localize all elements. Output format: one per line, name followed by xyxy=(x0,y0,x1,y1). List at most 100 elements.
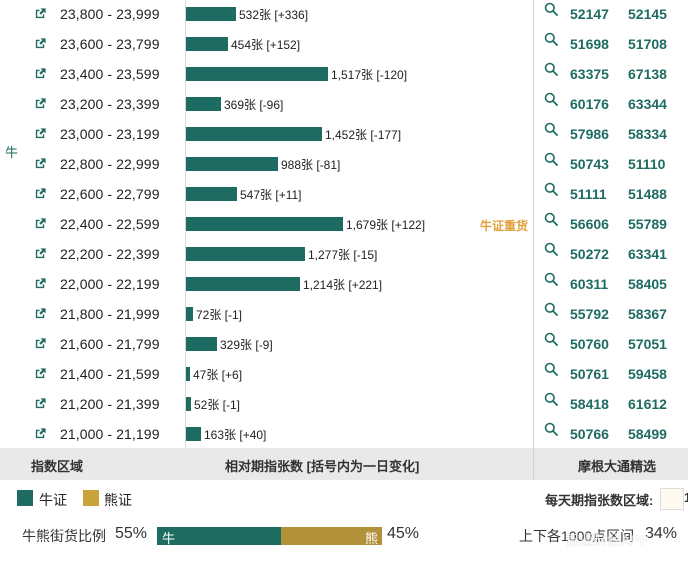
table-row: 21,600 - 21,799 329张 [-9] 50760 57051 xyxy=(0,330,688,360)
legend: 牛证 熊证 每天期指张数区域: 1 xyxy=(0,482,688,514)
range-label: 上下各1000点区间 xyxy=(519,528,635,544)
search-icon[interactable] xyxy=(544,392,558,406)
warrant-code-2[interactable]: 58367 xyxy=(628,306,667,322)
contract-count-label: 369张 [-96] xyxy=(224,98,284,112)
index-range: 21,200 - 21,399 xyxy=(60,396,160,412)
search-icon[interactable] xyxy=(544,92,558,106)
contract-count-bar xyxy=(186,277,300,291)
index-range: 23,400 - 23,599 xyxy=(60,66,160,82)
contract-count-label: 532张 [+336] xyxy=(239,8,309,22)
index-range: 22,200 - 22,399 xyxy=(60,246,160,262)
warrant-code-2[interactable]: 58499 xyxy=(628,426,667,442)
warrant-code-1[interactable]: 58418 xyxy=(570,396,609,412)
contract-count-label: 1,214张 [+221] xyxy=(303,278,383,292)
external-link-icon[interactable] xyxy=(34,187,47,200)
contract-count-label: 329张 [-9] xyxy=(220,338,273,352)
warrant-code-1[interactable]: 50766 xyxy=(570,426,609,442)
table-row: 22,400 - 22,599 1,679张 [+122] 牛证重货 56606 557… xyxy=(0,210,688,240)
external-link-icon[interactable] xyxy=(34,67,47,80)
external-link-icon[interactable] xyxy=(34,127,47,140)
header-contract-count: 相对期指张数 [括号内为一日变化] xyxy=(225,459,420,474)
contract-count-label: 72张 [-1] xyxy=(196,308,243,322)
external-link-icon[interactable] xyxy=(34,7,47,20)
external-link-icon[interactable] xyxy=(34,247,47,260)
warrant-code-2[interactable]: 58334 xyxy=(628,126,667,142)
search-icon[interactable] xyxy=(544,422,558,436)
warrant-code-2[interactable]: 58405 xyxy=(628,276,667,292)
search-icon[interactable] xyxy=(544,32,558,46)
warrant-code-1[interactable]: 55792 xyxy=(570,306,609,322)
search-icon[interactable] xyxy=(544,152,558,166)
search-icon[interactable] xyxy=(544,2,558,16)
contract-count-bar xyxy=(186,247,305,261)
warrant-code-2[interactable]: 59458 xyxy=(628,366,667,382)
index-range: 21,600 - 21,799 xyxy=(60,336,160,352)
warrant-code-1[interactable]: 51698 xyxy=(570,36,609,52)
warrant-code-2[interactable]: 51708 xyxy=(628,36,667,52)
heavy-position-tag: 牛证重货 xyxy=(480,219,529,233)
warrant-code-1[interactable]: 56606 xyxy=(570,216,609,232)
warrant-code-2[interactable]: 67138 xyxy=(628,66,667,82)
warrant-code-1[interactable]: 60311 xyxy=(570,276,609,292)
search-icon[interactable] xyxy=(544,182,558,196)
external-link-icon[interactable] xyxy=(34,37,47,50)
search-icon[interactable] xyxy=(544,212,558,226)
warrant-code-1[interactable]: 60176 xyxy=(570,96,609,112)
warrant-code-2[interactable]: 63341 xyxy=(628,246,667,262)
warrant-code-2[interactable]: 61612 xyxy=(628,396,667,412)
external-link-icon[interactable] xyxy=(34,157,47,170)
index-range: 21,400 - 21,599 xyxy=(60,366,160,382)
search-icon[interactable] xyxy=(544,62,558,76)
column-divider-left xyxy=(185,0,186,448)
bear-percentage: 45% xyxy=(387,525,420,542)
index-range: 23,800 - 23,999 xyxy=(60,6,160,22)
search-icon[interactable] xyxy=(544,272,558,286)
search-icon[interactable] xyxy=(544,302,558,316)
warrant-code-2[interactable]: 55789 xyxy=(628,216,667,232)
warrant-code-2[interactable]: 51488 xyxy=(628,186,667,202)
search-icon[interactable] xyxy=(544,122,558,136)
external-link-icon[interactable] xyxy=(34,277,47,290)
index-range: 23,000 - 23,199 xyxy=(60,126,160,142)
daily-range-selector[interactable] xyxy=(660,488,684,510)
warrant-code-2[interactable]: 52145 xyxy=(628,6,667,22)
watermark: 智通财经APP xyxy=(565,532,650,548)
contract-count-bar xyxy=(186,97,221,111)
contract-count-label: 454张 [+152] xyxy=(231,38,301,52)
index-range: 23,200 - 23,399 xyxy=(60,96,160,112)
warrant-code-1[interactable]: 50760 xyxy=(570,336,609,352)
search-icon[interactable] xyxy=(544,362,558,376)
index-range: 22,000 - 22,199 xyxy=(60,276,160,292)
warrant-code-1[interactable]: 52147 xyxy=(570,6,609,22)
warrant-code-1[interactable]: 63375 xyxy=(570,66,609,82)
index-range: 21,000 - 21,199 xyxy=(60,426,160,442)
table-header: 指数区域 相对期指张数 [括号内为一日变化] 摩根大通精选 xyxy=(0,448,688,480)
warrant-code-1[interactable]: 57986 xyxy=(570,126,609,142)
external-link-icon[interactable] xyxy=(34,97,47,110)
warrant-code-2[interactable]: 51110 xyxy=(628,156,666,172)
warrant-code-1[interactable]: 51111 xyxy=(570,186,607,202)
contract-count-bar xyxy=(186,367,190,381)
ratio-label: 牛熊街货比例 xyxy=(22,528,106,544)
external-link-icon[interactable] xyxy=(34,427,47,440)
warrant-code-1[interactable]: 50761 xyxy=(570,366,609,382)
external-link-icon[interactable] xyxy=(34,397,47,410)
contract-count-bar xyxy=(186,67,328,81)
index-range: 22,600 - 22,799 xyxy=(60,186,160,202)
external-link-icon[interactable] xyxy=(34,367,47,380)
contract-count-bar xyxy=(186,217,343,231)
external-link-icon[interactable] xyxy=(34,307,47,320)
search-icon[interactable] xyxy=(544,332,558,346)
table-row: 21,200 - 21,399 52张 [-1] 58418 61612 xyxy=(0,390,688,420)
search-icon[interactable] xyxy=(544,242,558,256)
external-link-icon[interactable] xyxy=(34,217,47,230)
warrant-code-2[interactable]: 63344 xyxy=(628,96,667,112)
warrant-code-1[interactable]: 50272 xyxy=(570,246,609,262)
contract-count-label: 1,517张 [-120] xyxy=(331,68,408,82)
table-row: 22,800 - 22,999 988张 [-81] 50743 51110 xyxy=(0,150,688,180)
contract-count-label: 163张 [+40] xyxy=(204,428,267,442)
external-link-icon[interactable] xyxy=(34,337,47,350)
warrant-code-1[interactable]: 50743 xyxy=(570,156,609,172)
ratio-bar-bull: 牛 xyxy=(157,527,281,546)
warrant-code-2[interactable]: 57051 xyxy=(628,336,667,352)
